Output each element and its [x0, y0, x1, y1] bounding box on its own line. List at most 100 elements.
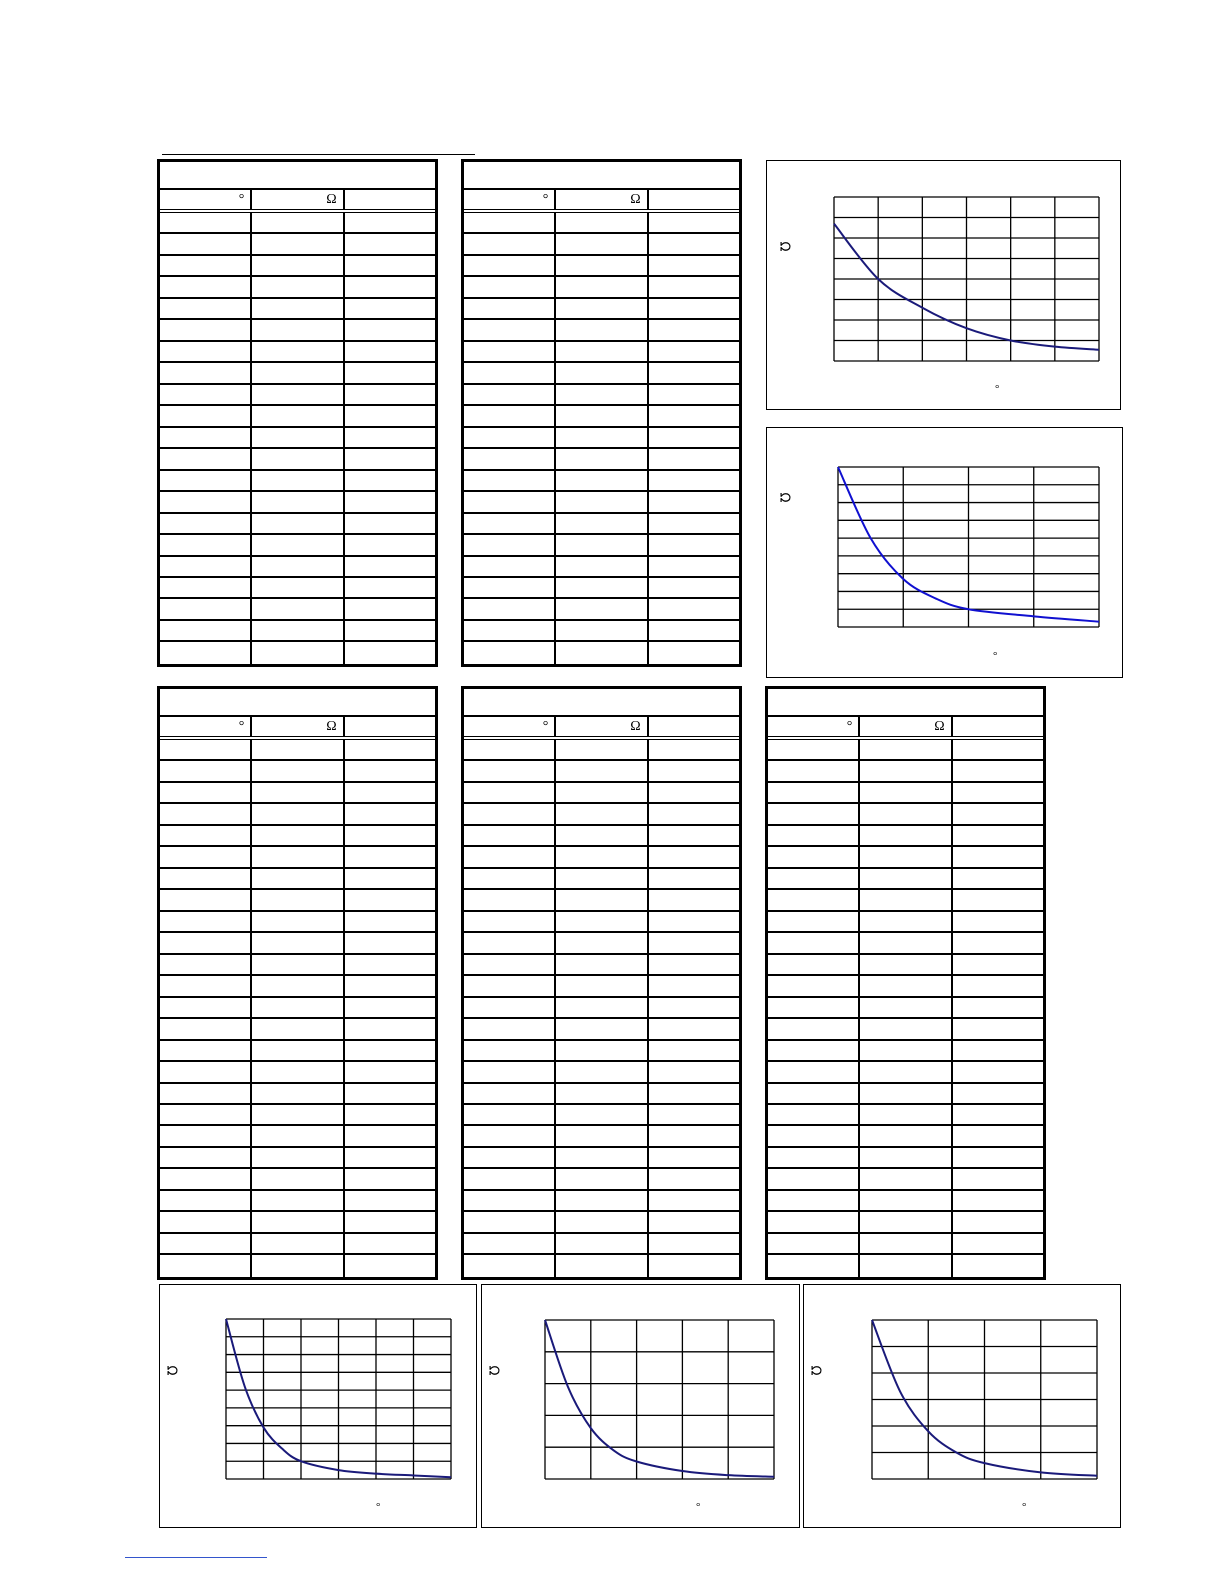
- table-cell: [345, 1255, 435, 1276]
- table-row: [160, 427, 435, 450]
- table-cell: [649, 234, 739, 253]
- table-cell: [768, 933, 861, 953]
- table-cell: [768, 1126, 861, 1146]
- table-cell: [953, 826, 1043, 845]
- table-cell: [345, 471, 435, 490]
- table-row: [464, 298, 739, 321]
- table-header: ° Ω: [160, 717, 435, 740]
- table-cell: [345, 406, 435, 425]
- table-cell: [464, 1126, 557, 1146]
- table-cell: [252, 1019, 345, 1039]
- table-row: [464, 1083, 739, 1105]
- table-cell: [345, 826, 435, 845]
- table-cell: [345, 912, 435, 931]
- table-cell: [252, 341, 345, 362]
- table-row: [160, 492, 435, 514]
- table-row: [160, 761, 435, 783]
- table-cell: [556, 1062, 649, 1082]
- table-cell: [768, 847, 861, 867]
- table-cell: [464, 1040, 557, 1061]
- table-row: [160, 1126, 435, 1148]
- table-cell: [556, 890, 649, 910]
- table-row: [160, 825, 435, 848]
- table-cell: [464, 1255, 557, 1277]
- table-row: [768, 868, 1043, 891]
- table-cell: [953, 912, 1043, 931]
- table-cell: [160, 234, 253, 254]
- table-cell: [649, 428, 739, 447]
- table-cell: [556, 954, 649, 975]
- column-header: °: [464, 717, 557, 736]
- table-cell: [345, 761, 435, 780]
- chart-plot: [837, 466, 1100, 628]
- table-cell: [464, 492, 557, 512]
- table-cell: [160, 1104, 253, 1125]
- table-cell: [160, 642, 253, 664]
- table-cell: [768, 997, 861, 1018]
- table-row: [464, 825, 739, 848]
- table-cell: [160, 535, 253, 555]
- table-cell: [768, 1083, 861, 1103]
- table-cell: [953, 847, 1043, 866]
- table-row: [464, 1212, 739, 1234]
- table-cell: [464, 782, 557, 803]
- table-cell: [860, 1062, 953, 1082]
- table-cell: [953, 869, 1043, 888]
- table-cell: [160, 255, 253, 276]
- table-cell: [953, 1105, 1043, 1124]
- table-row: [464, 599, 739, 621]
- table-row: [464, 535, 739, 557]
- table-cell: [556, 933, 649, 953]
- table-cell: [860, 782, 953, 803]
- table-cell: [345, 363, 435, 382]
- table-cell: [252, 890, 345, 910]
- table-cell: [160, 277, 253, 297]
- y-axis-label: Ω: [776, 492, 792, 503]
- table-row: [464, 363, 739, 385]
- table-cell: [160, 427, 253, 448]
- table-row: [160, 1040, 435, 1063]
- table-row: [768, 1040, 1043, 1063]
- table-cell: [649, 740, 739, 759]
- table-cell: [252, 298, 345, 319]
- table-row: [768, 782, 1043, 805]
- table-cell: [649, 557, 739, 576]
- table-cell: [345, 1148, 435, 1167]
- table-cell: [953, 1255, 1043, 1276]
- table-row: [160, 976, 435, 998]
- table-cell: [345, 955, 435, 974]
- table-cell: [556, 470, 649, 491]
- table-row: [768, 847, 1043, 869]
- table-cell: [649, 492, 739, 511]
- table-cell: [160, 933, 253, 953]
- table-row: [464, 847, 739, 869]
- table-cell: [649, 471, 739, 490]
- table-cell: [160, 740, 253, 760]
- series-line: [225, 1318, 452, 1479]
- table-cell: [252, 513, 345, 534]
- footer-link-underline[interactable]: [125, 1557, 267, 1558]
- table-cell: [649, 783, 739, 802]
- table-cell: [556, 320, 649, 340]
- table-header: ° Ω: [768, 717, 1043, 740]
- table-cell: [556, 427, 649, 448]
- table-cell: [160, 513, 253, 534]
- column-header: [649, 190, 739, 209]
- table-header: ° Ω: [160, 190, 435, 213]
- table-row: [464, 1040, 739, 1063]
- table-row: [768, 1126, 1043, 1148]
- table-row: [160, 470, 435, 493]
- table-row: [160, 782, 435, 805]
- table-row: [464, 213, 739, 235]
- column-header: Ω: [252, 190, 345, 209]
- table-cell: [860, 868, 953, 889]
- table-cell: [160, 213, 253, 233]
- table-cell: [464, 384, 557, 405]
- table-cell: [860, 1040, 953, 1061]
- table-cell: [768, 954, 861, 975]
- table-row: [464, 341, 739, 364]
- table-cell: [649, 299, 739, 318]
- table-cell: [252, 954, 345, 975]
- table-cell: [556, 535, 649, 555]
- table-cell: [464, 1147, 557, 1168]
